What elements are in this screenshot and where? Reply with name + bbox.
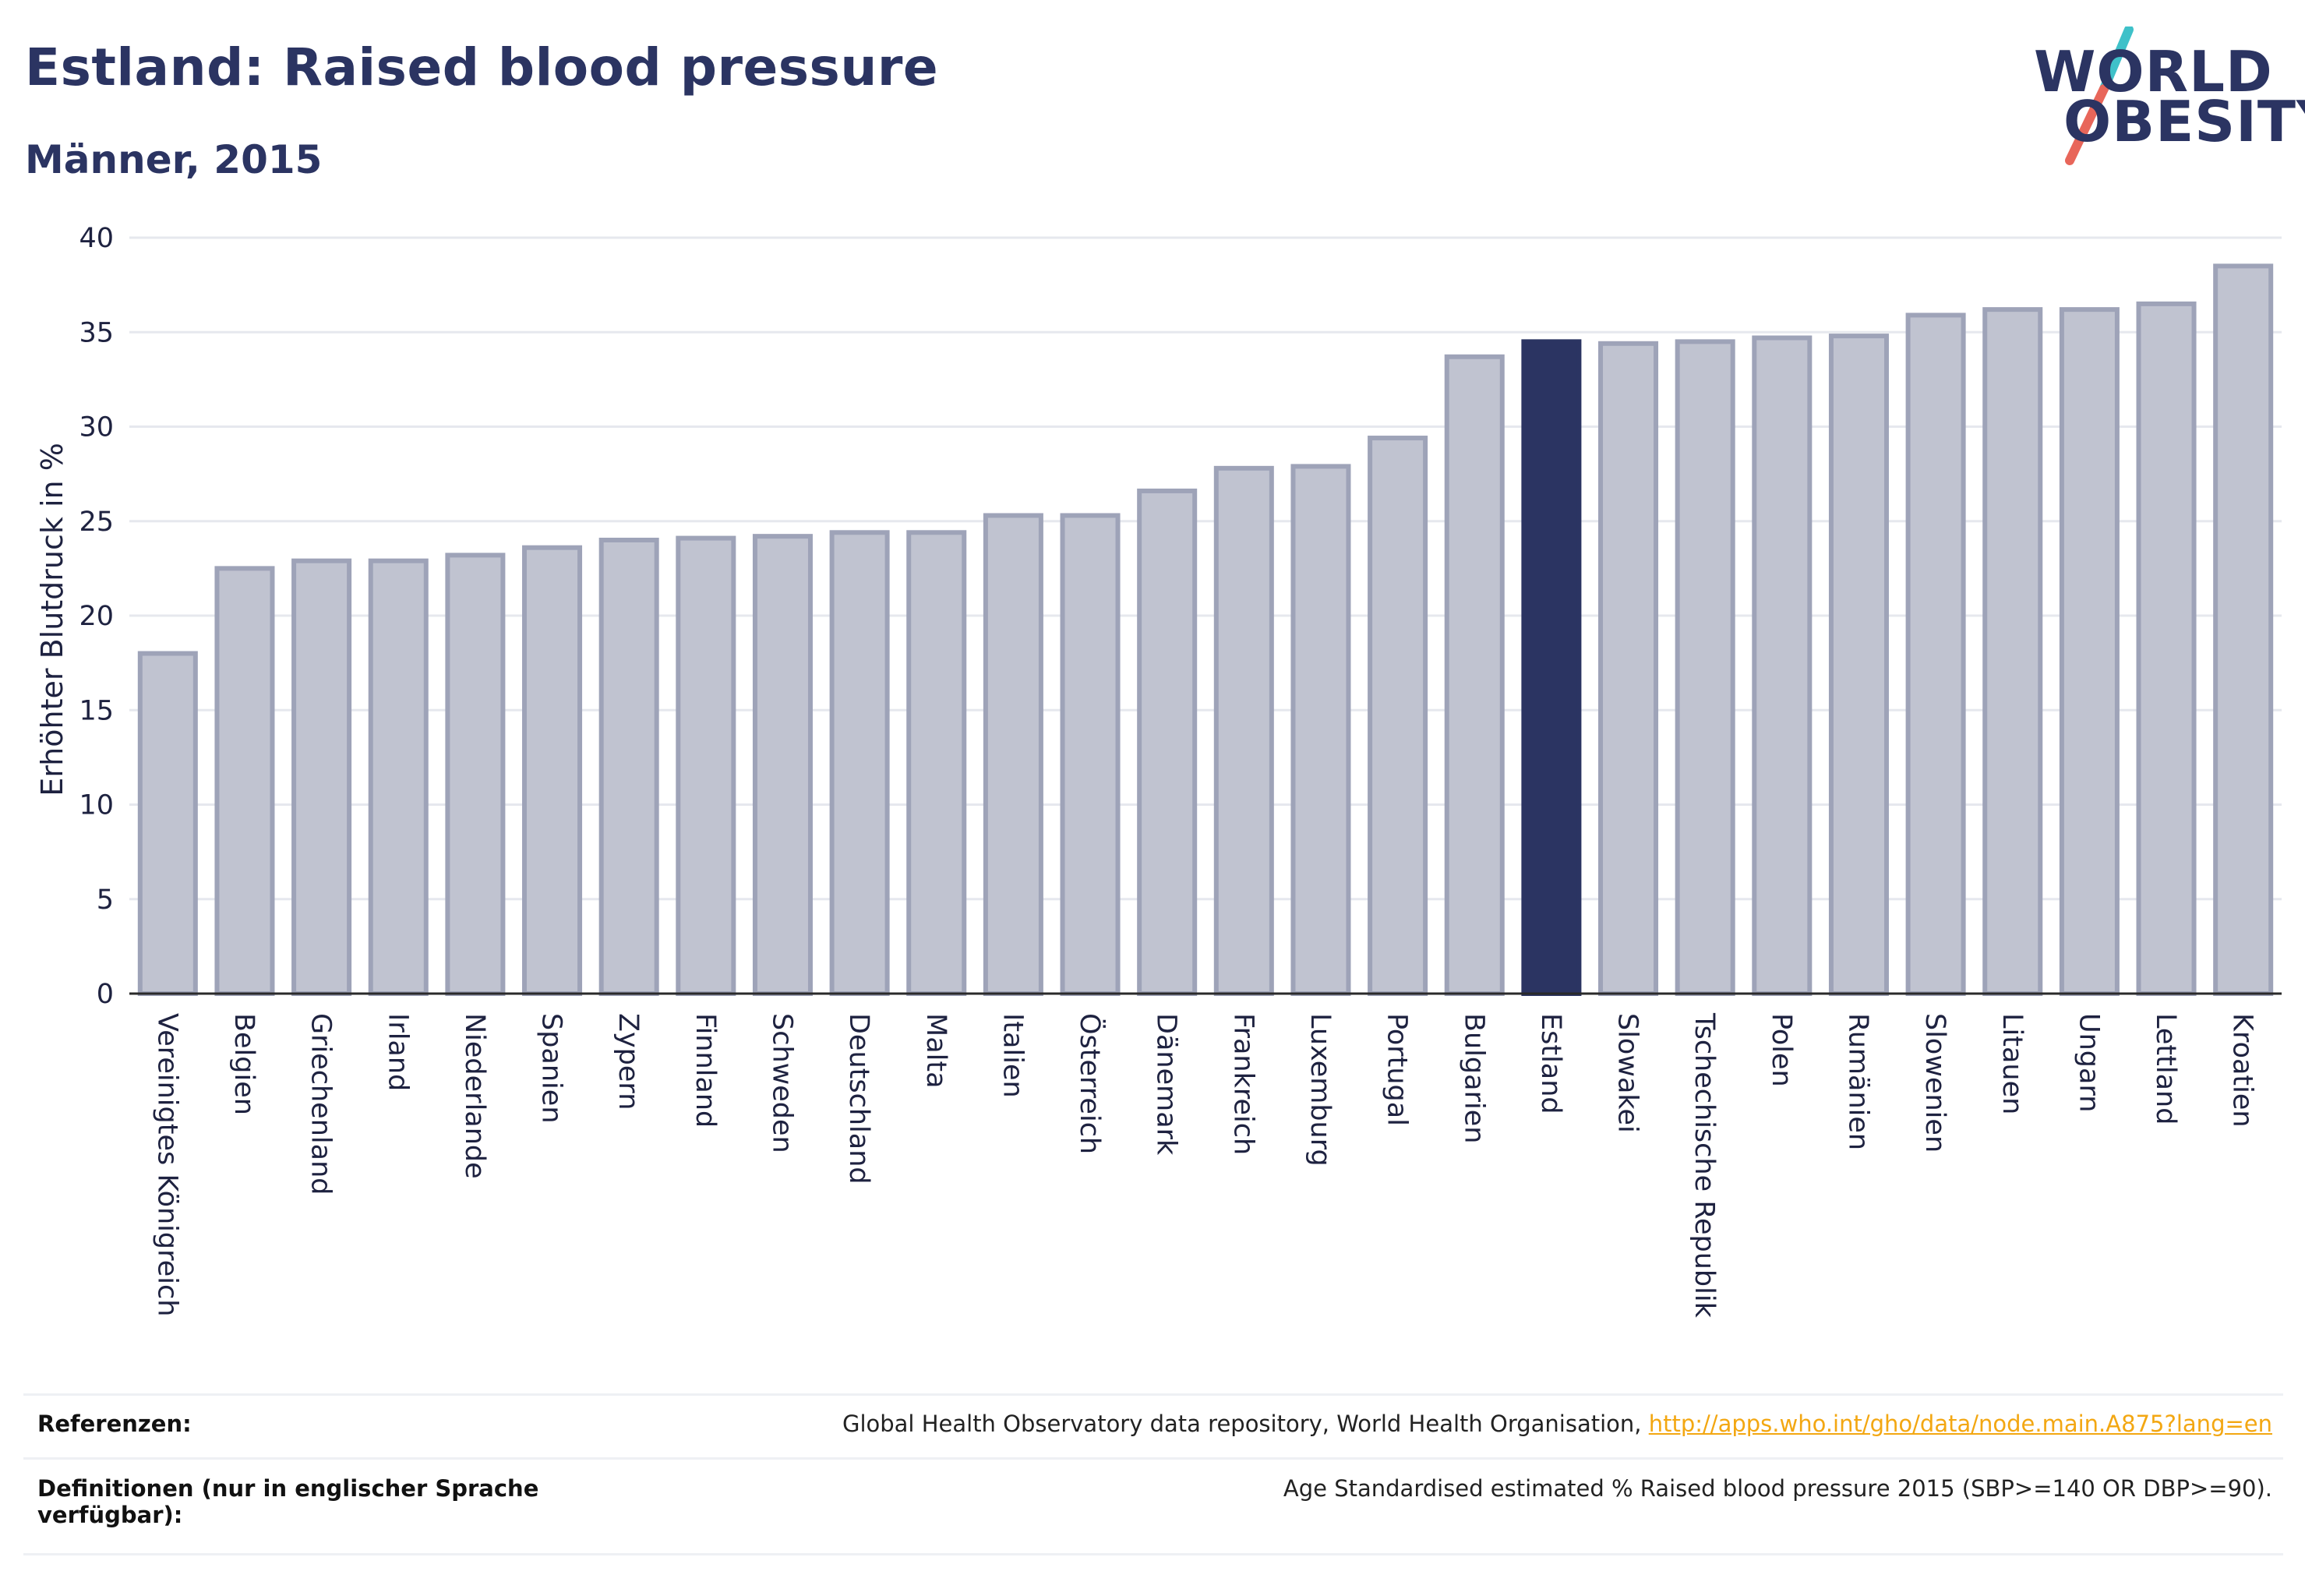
definitions-text: Age Standardised estimated % Raised bloo… — [1283, 1475, 2272, 1502]
chart-title: Estland: Raised blood pressure — [25, 37, 939, 97]
bar — [1675, 339, 1735, 996]
bar — [1137, 488, 1198, 996]
bar — [906, 530, 967, 996]
x-tick-label: Malta — [920, 1013, 951, 1089]
x-tick-label: Finnland — [690, 1013, 721, 1128]
x-tick-label: Niederlande — [459, 1013, 490, 1179]
bar — [2059, 307, 2120, 996]
y-tick-label: 20 — [79, 601, 114, 632]
logo-slash-icon — [2065, 26, 2134, 165]
references-row: Referenzen: Global Health Observatory da… — [23, 1411, 2283, 1449]
x-tick-label: Deutschland — [843, 1013, 874, 1185]
bar — [1213, 465, 1274, 997]
references-label: Referenzen: — [37, 1411, 192, 1437]
bar — [676, 535, 736, 996]
bar — [2136, 301, 2197, 996]
x-tick-label: Rumänien — [1842, 1013, 1873, 1150]
x-tick-label: Österreich — [1074, 1013, 1107, 1154]
bar — [1752, 335, 1813, 996]
footer-divider — [23, 1393, 2283, 1396]
y-tick-label: 0 — [97, 979, 114, 1010]
x-tick-label: Vereinigtes Königreich — [151, 1013, 182, 1316]
x-tick-label: Slowenien — [1919, 1013, 1950, 1153]
bar — [1828, 334, 1889, 997]
x-tick-label: Frankreich — [1227, 1013, 1258, 1155]
y-axis-label: Erhöhter Blutdruck in % — [35, 443, 69, 796]
footer-divider — [23, 1553, 2283, 1555]
logo-text-line1: WORLD — [2034, 39, 2273, 104]
bar — [1905, 312, 1966, 997]
x-tick-label: Griechenland — [305, 1013, 337, 1195]
bar — [1444, 354, 1505, 996]
bar — [598, 538, 659, 996]
x-tick-label: Belgien — [228, 1013, 259, 1115]
logo-text-line2: OBESITY — [2063, 89, 2305, 154]
x-tick-label: Litauen — [1996, 1013, 2028, 1114]
y-tick-label: 40 — [79, 223, 114, 254]
y-tick-labels: 0 5 10 15 20 25 30 35 40 — [79, 223, 114, 1010]
y-tick-label: 5 — [97, 885, 114, 916]
world-obesity-logo: WORLD OBESITY — [2026, 23, 2305, 165]
x-tick-label: Zypern — [612, 1013, 644, 1110]
y-tick-label: 25 — [79, 507, 114, 538]
x-tick-label: Bulgarien — [1458, 1013, 1489, 1143]
y-tick-label: 10 — [79, 790, 114, 821]
bar — [1598, 341, 1659, 997]
x-tick-label: Luxemburg — [1304, 1013, 1336, 1167]
bar-highlighted — [1521, 339, 1582, 996]
definitions-label-line2: verfügbar): — [37, 1502, 183, 1528]
x-tick-label: Schweden — [766, 1013, 797, 1153]
bar — [1060, 513, 1121, 997]
bar — [368, 558, 429, 996]
x-tick-label: Irland — [382, 1013, 413, 1091]
definitions-row: Definitionen (nur in englischer Sprache … — [23, 1475, 2283, 1553]
x-tick-label: Kroatien — [2227, 1013, 2258, 1128]
x-tick-label: Dänemark — [1151, 1013, 1182, 1156]
footer-divider — [23, 1457, 2283, 1460]
x-tick-label: Ungarn — [2073, 1013, 2104, 1112]
y-tick-label: 15 — [79, 695, 114, 726]
x-tick-label: Portugal — [1382, 1013, 1413, 1126]
bar — [522, 545, 583, 996]
bar — [445, 553, 506, 996]
y-tick-label: 35 — [79, 317, 114, 348]
definitions-label: Definitionen (nur in englischer Sprache … — [37, 1475, 538, 1528]
bar — [1982, 307, 2043, 996]
x-tick-label: Italien — [997, 1013, 1028, 1098]
references-link[interactable]: http://apps.who.int/gho/data/node.main.A… — [1648, 1411, 2272, 1437]
x-tick-label: Slowakei — [1612, 1013, 1643, 1133]
bar — [752, 534, 813, 996]
bar — [983, 513, 1043, 997]
bar — [2213, 263, 2274, 996]
x-tick-label: Polen — [1766, 1013, 1797, 1087]
definitions-label-line1: Definitionen (nur in englischer Sprache — [37, 1475, 539, 1502]
bar — [137, 651, 198, 996]
bar — [1368, 436, 1428, 996]
x-tick-labels: Vereinigtes Königreich Belgien Griechenlan… — [151, 1012, 2257, 1319]
x-tick-label: Estland — [1535, 1013, 1566, 1114]
bar — [829, 530, 890, 996]
y-tick-label: 30 — [79, 412, 114, 443]
bar — [1290, 464, 1351, 996]
x-tick-label: Tschechische Republik — [1689, 1012, 1720, 1319]
bars — [137, 263, 2274, 997]
bar — [214, 566, 275, 996]
bar — [291, 558, 352, 996]
references-text: Global Health Observatory data repositor… — [842, 1411, 2272, 1437]
references-source: Global Health Observatory data repositor… — [842, 1411, 1649, 1437]
x-tick-label: Lettland — [2150, 1013, 2181, 1125]
bar-chart: 0 5 10 15 20 25 30 35 40 Vereinigtes Königreich B… — [35, 223, 2282, 1319]
x-tick-label: Spanien — [536, 1013, 567, 1124]
chart-subtitle: Männer, 2015 — [25, 137, 323, 182]
